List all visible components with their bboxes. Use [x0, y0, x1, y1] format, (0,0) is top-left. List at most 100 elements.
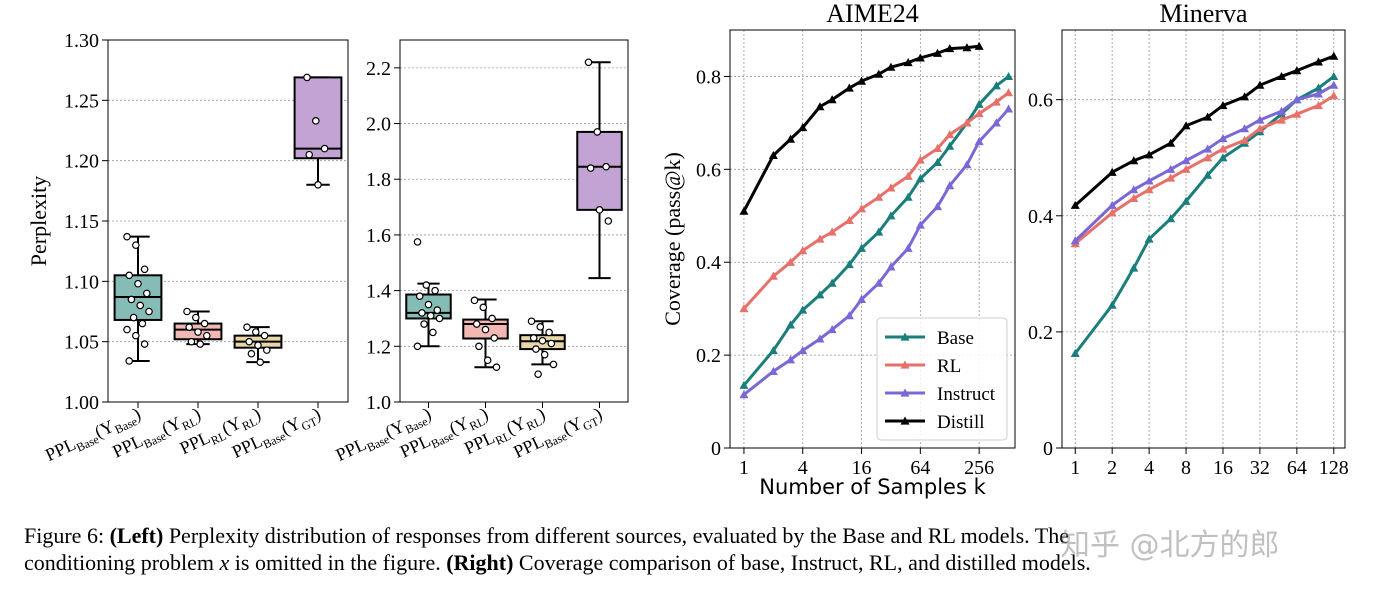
marker [1329, 80, 1339, 89]
data-point [183, 307, 191, 316]
legend-marker [900, 388, 910, 397]
data-point [536, 323, 545, 331]
marker [1129, 156, 1139, 165]
data-point [129, 313, 138, 322]
marker [1313, 100, 1323, 110]
marker [1107, 200, 1117, 209]
data-point [247, 349, 256, 358]
marker [739, 380, 749, 389]
plot-frame [107, 39, 349, 403]
label-part: GT [299, 414, 320, 434]
data-point [490, 334, 499, 342]
marker [886, 183, 896, 192]
data-point [145, 307, 153, 316]
data-point [540, 350, 549, 359]
legend-marker [900, 332, 910, 341]
data-point [314, 181, 322, 189]
marker [1107, 208, 1117, 217]
marker [1218, 100, 1228, 110]
label-part: PPL [177, 427, 214, 458]
marker [962, 160, 972, 169]
marker [1107, 167, 1117, 176]
marker [786, 355, 796, 364]
label-part: PPL [42, 434, 79, 465]
y-tick-label: 1.8 [366, 169, 391, 191]
data-point [420, 320, 428, 328]
x-tick-label: 2 [1107, 457, 1117, 479]
caption-text: Coverage comparison of base, Instruct, R… [518, 550, 1091, 575]
marker [827, 227, 837, 236]
label-part: PPL [229, 431, 266, 462]
marker [945, 130, 955, 139]
marker [1203, 144, 1213, 153]
data-point [472, 320, 481, 328]
y-tick-label: 0 [711, 438, 721, 460]
y-tick-label: 0.4 [1028, 206, 1053, 228]
marker [1255, 124, 1265, 133]
x-tick-label: 128 [1319, 457, 1349, 479]
label-part: PPL [109, 430, 146, 461]
marker [1329, 91, 1339, 100]
y-tick-label: 0.2 [696, 345, 721, 367]
marker [844, 215, 854, 225]
data-point [413, 342, 422, 351]
data-point [194, 328, 202, 336]
marker [1277, 106, 1287, 115]
marker [915, 174, 925, 183]
marker [768, 150, 778, 159]
data-point [481, 325, 490, 334]
y-tick-label: 0.6 [696, 159, 721, 181]
marker [857, 76, 867, 85]
marker [1166, 138, 1176, 147]
marker [1255, 80, 1265, 89]
marker [962, 43, 972, 52]
data-point [415, 292, 424, 300]
marker [844, 260, 854, 269]
legend-label: Distill [937, 412, 985, 433]
plot-frame [399, 39, 629, 403]
marker [1070, 236, 1080, 245]
marker [886, 62, 896, 71]
label-part: RL [209, 429, 229, 448]
data-point [488, 314, 496, 323]
data-point [483, 356, 492, 365]
y-axis-label: Perplexity [26, 176, 51, 266]
y-tick-label: 1.6 [366, 225, 391, 247]
data-point [252, 328, 260, 336]
marker [768, 345, 778, 355]
marker [1181, 196, 1191, 205]
marker [1292, 109, 1302, 118]
marker [915, 155, 925, 164]
data-point [479, 303, 488, 312]
data-point [140, 265, 149, 274]
marker [1144, 150, 1154, 159]
marker [815, 102, 825, 111]
marker [886, 262, 896, 271]
data-point [586, 164, 595, 172]
marker [945, 141, 955, 150]
y-tick-label: 0.2 [1028, 322, 1053, 344]
data-point [187, 337, 196, 346]
legend-box [876, 317, 1008, 441]
marker [945, 181, 955, 190]
marker [857, 204, 867, 213]
x-tick-label: 1 [1070, 457, 1080, 479]
data-point [418, 309, 426, 317]
data-point [245, 337, 254, 346]
marker [1004, 104, 1014, 113]
x-tick-label: 32 [1250, 457, 1270, 479]
y-tick-label: 1.30 [64, 30, 99, 52]
data-point [140, 340, 149, 348]
data-point [602, 162, 610, 171]
marker [857, 243, 867, 252]
marker [1313, 83, 1323, 92]
marker [1107, 300, 1117, 309]
y-axis-label: Coverage (pass@k) [660, 152, 685, 326]
marker [1292, 95, 1302, 104]
data-point [527, 317, 536, 326]
marker [874, 227, 884, 236]
y-tick-label: 1.25 [64, 90, 99, 112]
marker [1166, 173, 1176, 182]
y-tick-label: 1.05 [64, 332, 99, 354]
label-part: RL [524, 414, 544, 433]
